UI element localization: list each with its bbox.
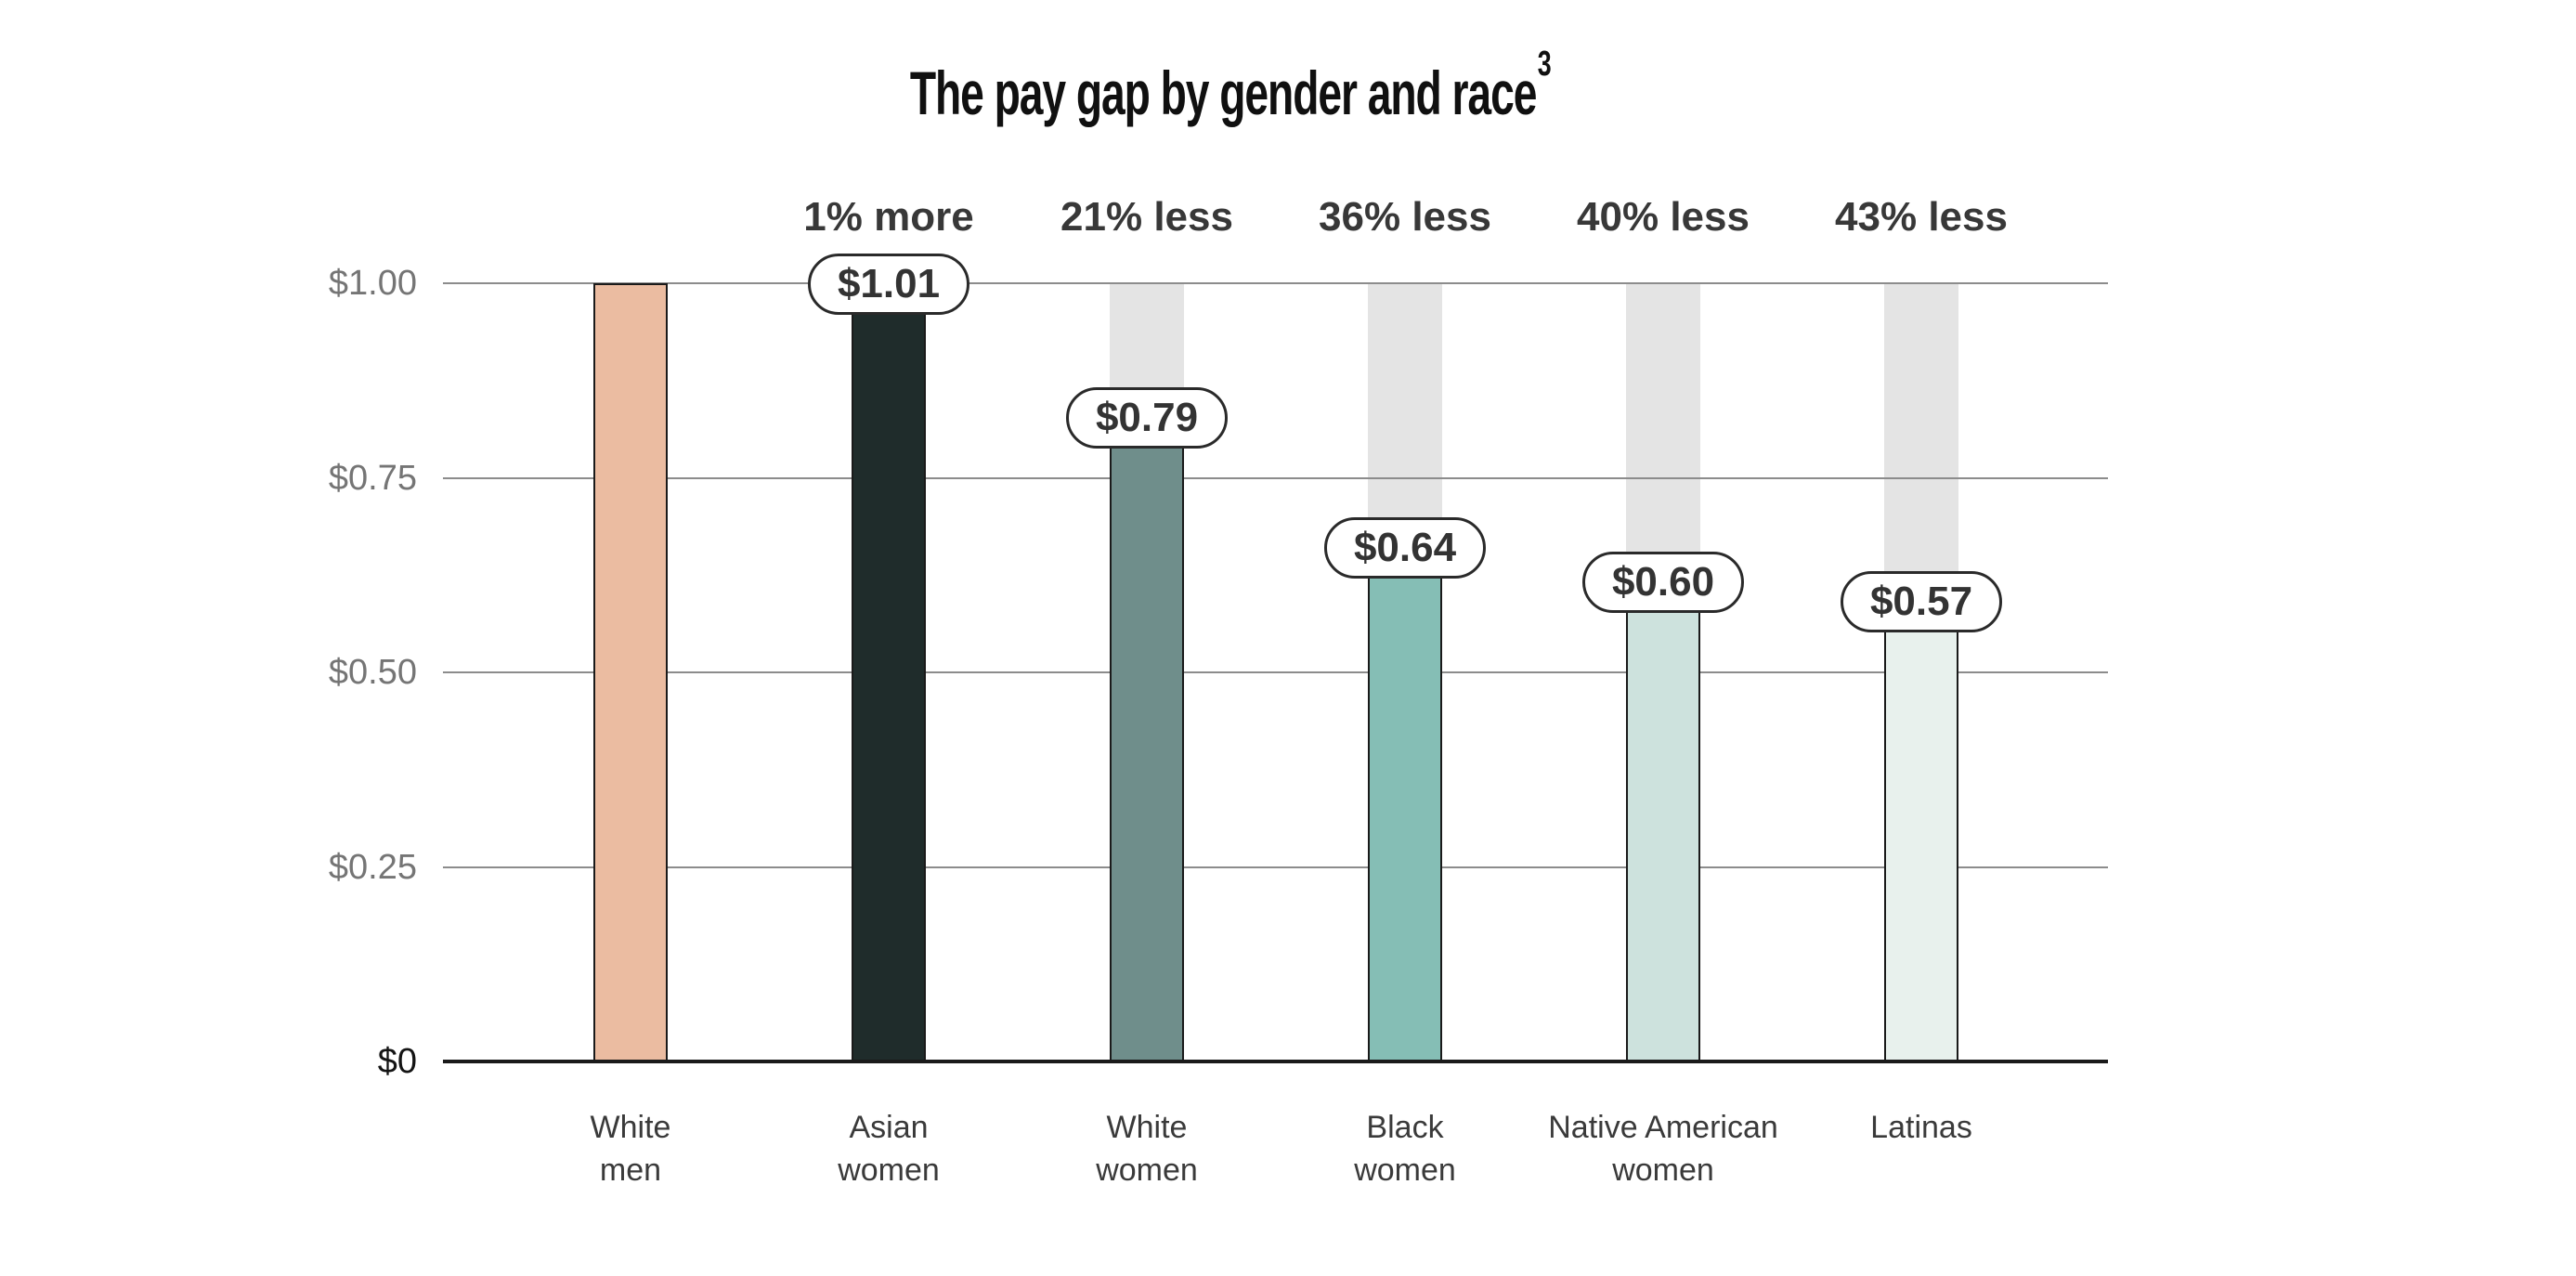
category-label-latinas: Latinas [1870,1106,1972,1149]
category-line2: women [1096,1152,1198,1188]
bar-white-men [593,283,668,1062]
bar-white-women [1110,446,1184,1062]
pct-label-native-american-women: 40% less [1577,194,1750,240]
category-line2: women [838,1152,940,1188]
ytick-0-75: $0.75 [328,458,417,498]
category-line1: Native American [1548,1110,1778,1145]
chart-title-text: The pay gap by gender and race [910,59,1538,127]
chart-title: The pay gap by gender and race3 [910,33,1552,141]
value-pill-asian-women: $1.01 [808,253,969,315]
category-line1: Black [1366,1110,1444,1145]
category-label-asian-women: Asian women [838,1106,940,1191]
ytick-0: $0 [377,1042,417,1081]
x-axis-line [443,1060,2108,1063]
chart-title-footnote-marker: 3 [1538,43,1552,84]
ytick-0-25: $0.25 [328,847,417,887]
bar-asian-women [852,275,926,1062]
value-pill-black-women: $0.64 [1324,516,1486,579]
category-line2: men [599,1152,662,1188]
value-pill-white-women: $0.79 [1066,386,1228,449]
ghost-bar-latinas [1884,284,1958,618]
category-line1: Asian [849,1110,929,1145]
category-label-white-women: White women [1096,1106,1198,1191]
category-line1: White [1106,1110,1188,1145]
pct-label-asian-women: 1% more [803,194,974,240]
category-line1: Latinas [1870,1110,1972,1145]
pct-label-black-women: 36% less [1319,194,1491,240]
bar-latinas [1884,618,1958,1062]
gridline-1-00 [443,282,2108,284]
gridline-0-75 [443,476,2108,479]
ghost-bar-native-american-women [1626,284,1700,595]
category-label-black-women: Black women [1354,1106,1456,1191]
ghost-bar-black-women [1368,284,1442,564]
value-pill-native-american-women: $0.60 [1582,552,1744,614]
bar-native-american-women [1626,594,1700,1062]
pct-label-white-women: 21% less [1060,194,1233,240]
category-label-native-american-women: Native American women [1548,1106,1778,1191]
ytick-0-50: $0.50 [328,653,417,692]
category-line2: women [1612,1152,1714,1188]
category-line1: White [590,1110,671,1145]
pct-label-latinas: 43% less [1835,194,2008,240]
ytick-1-00: $1.00 [328,264,417,303]
category-line2: women [1354,1152,1456,1188]
category-label-white-men: White men [591,1106,671,1191]
chart-title-row: The pay gap by gender and race3 [0,33,2461,130]
value-pill-latinas: $0.57 [1841,571,2002,633]
gridline-0-25 [443,866,2108,868]
gridline-0-50 [443,671,2108,673]
bar-black-women [1368,563,1442,1062]
